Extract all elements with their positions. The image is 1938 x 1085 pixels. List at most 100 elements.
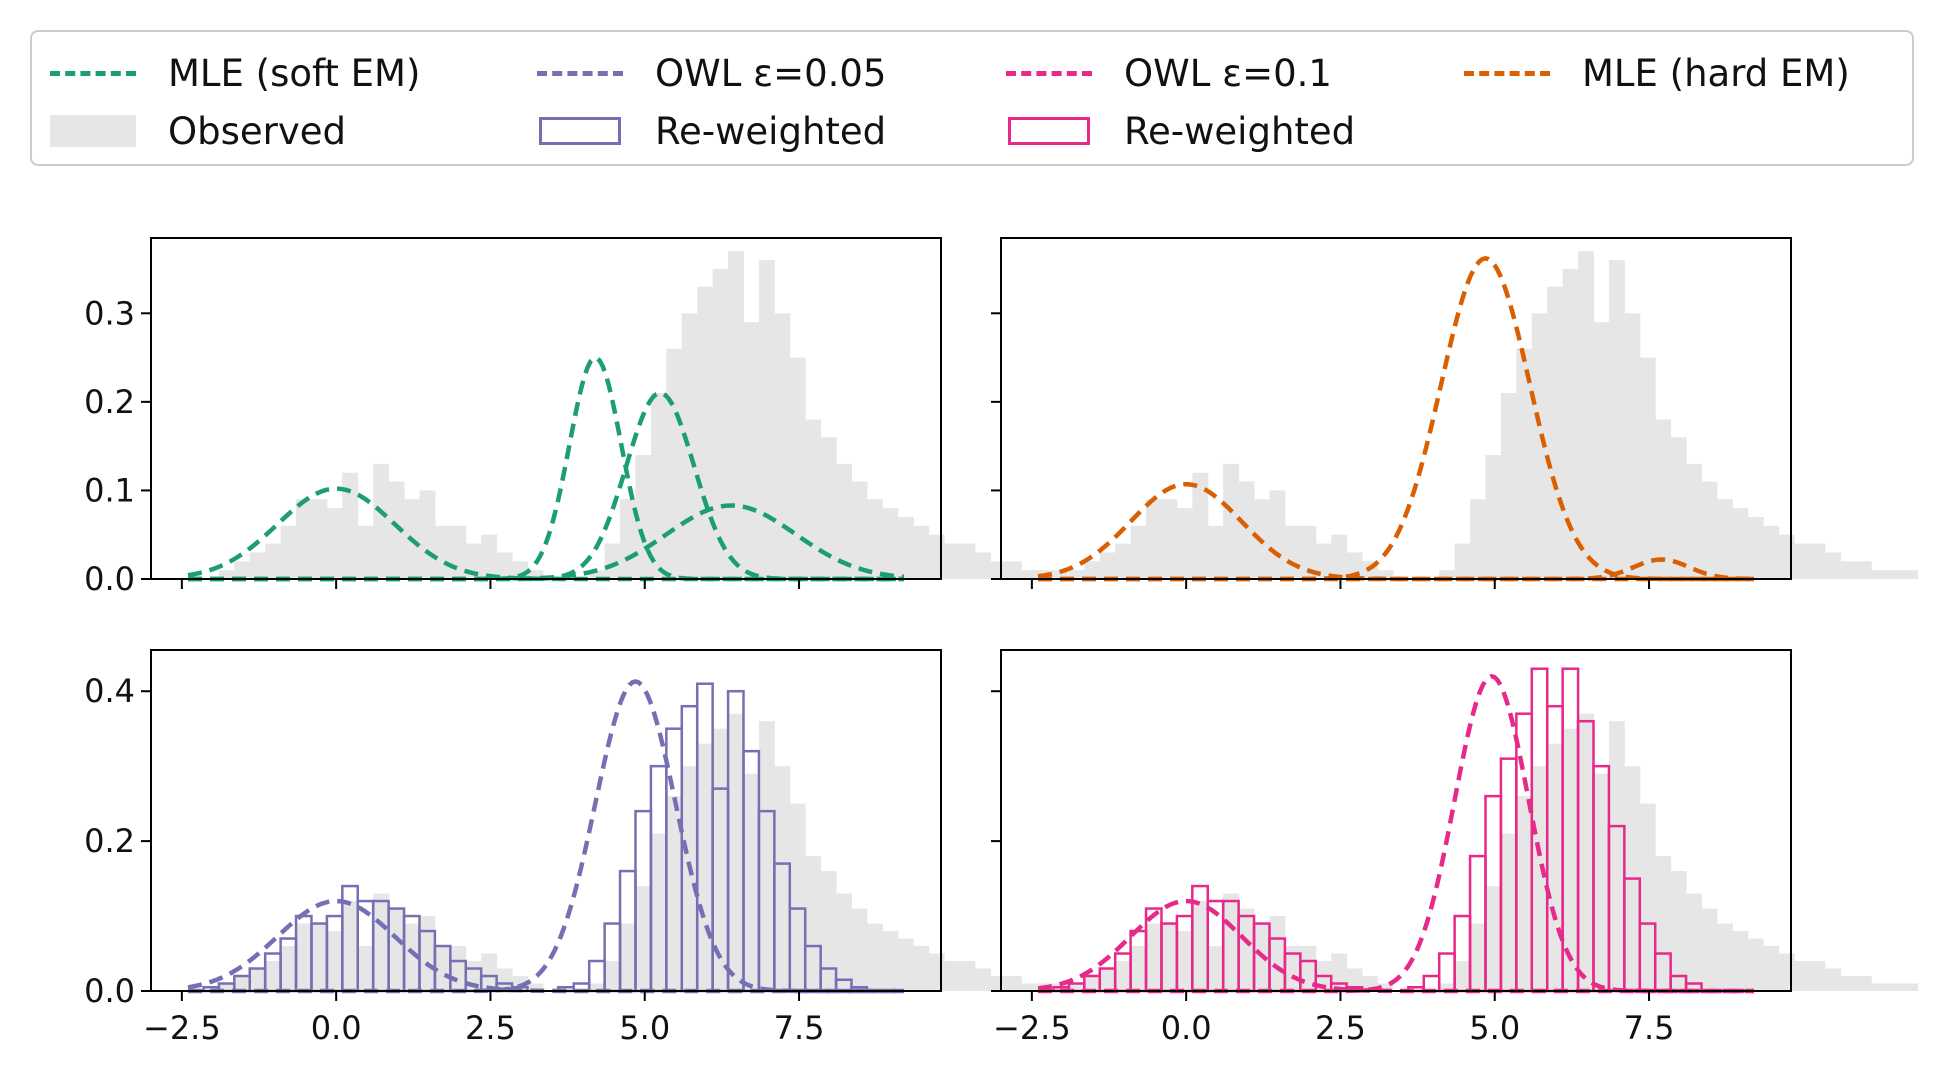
observed-bar xyxy=(1099,552,1116,579)
legend-swatch xyxy=(535,111,625,151)
y-tick-label: 0.4 xyxy=(84,672,135,710)
observed-bar xyxy=(434,525,451,579)
observed-bar xyxy=(1639,803,1656,991)
observed-bar xyxy=(342,901,359,991)
axes-frame xyxy=(150,237,942,580)
x-tick-label: 2.5 xyxy=(1315,1009,1366,1047)
observed-bar xyxy=(974,552,991,579)
observed-bar xyxy=(728,713,744,991)
observed-bar xyxy=(650,833,667,991)
observed-bar xyxy=(450,946,467,991)
x-tick-label: 7.5 xyxy=(774,1009,825,1047)
observed-bar xyxy=(1840,561,1857,579)
observed-bar xyxy=(404,923,420,991)
observed-bar xyxy=(326,508,343,579)
observed-bar xyxy=(1315,543,1332,579)
observed-bar xyxy=(928,534,945,579)
observed-bar xyxy=(1778,534,1795,579)
observed-bar xyxy=(805,856,822,991)
observed-bar xyxy=(620,499,636,579)
y-tick-label: 0.2 xyxy=(84,822,135,860)
observed-bar xyxy=(1115,543,1132,579)
x-tick-label: −2.5 xyxy=(143,1009,221,1047)
observed-bar xyxy=(1269,490,1286,579)
observed-bar xyxy=(1346,968,1363,991)
dash-line-icon xyxy=(1464,71,1550,76)
observed-bar xyxy=(836,893,853,991)
observed-bar xyxy=(527,570,544,579)
observed-bar xyxy=(836,463,853,579)
legend-item-soft-em: MLE (soft EM) xyxy=(48,48,420,98)
observed-bar xyxy=(758,260,775,579)
observed-bar xyxy=(851,481,868,579)
observed-bar xyxy=(1732,931,1749,991)
observed-bar xyxy=(342,472,359,579)
y-tick-label: 0.0 xyxy=(84,972,135,1010)
observed-bar xyxy=(311,499,328,579)
observed-bar xyxy=(265,543,282,579)
observed-bar xyxy=(481,953,498,991)
dash-line-icon xyxy=(50,71,136,76)
observed-bar xyxy=(1068,983,1085,991)
observed-bar xyxy=(1578,713,1594,991)
legend-label: MLE (soft EM) xyxy=(168,51,421,95)
observed-bar xyxy=(1855,561,1872,579)
axes-frame xyxy=(1000,649,1792,992)
observed-bar xyxy=(249,552,266,579)
observed-bar xyxy=(1146,499,1162,579)
x-tick-label: 5.0 xyxy=(619,1009,670,1047)
observed-bar xyxy=(1716,923,1733,991)
observed-bar xyxy=(805,419,822,579)
observed-bar xyxy=(1670,437,1687,579)
observed-bar xyxy=(234,976,251,991)
legend-item-owl-01: OWL ε=0.1 xyxy=(1004,48,1332,98)
observed-bar xyxy=(1377,570,1394,579)
observed-bar xyxy=(1716,499,1733,579)
observed-bar xyxy=(1005,561,1022,579)
observed-bar xyxy=(1747,938,1764,991)
observed-bar xyxy=(1192,901,1209,991)
observed-bar xyxy=(1531,313,1548,579)
y-tick-label: 0.2 xyxy=(84,383,135,421)
observed-bar xyxy=(1871,570,1888,579)
observed-bar xyxy=(1593,773,1610,991)
observed-bar xyxy=(589,983,606,991)
observed-bar xyxy=(1161,499,1178,579)
observed-bar xyxy=(1794,543,1811,579)
observed-bar xyxy=(1562,269,1579,579)
observed-bar xyxy=(1593,322,1610,579)
observed-bar xyxy=(1608,260,1625,579)
observed-bar xyxy=(1223,893,1240,991)
observed-bar xyxy=(1794,961,1811,991)
y-tick-label: 0.0 xyxy=(84,560,135,598)
observed-bar xyxy=(419,490,436,579)
observed-bar xyxy=(1269,916,1286,991)
observed-bar xyxy=(974,968,991,991)
dash-line-icon xyxy=(1006,71,1092,76)
observed-bar xyxy=(296,923,312,991)
observed-bar xyxy=(897,517,914,579)
observed-bar xyxy=(234,561,251,579)
observed-bar xyxy=(666,348,683,579)
observed-bar xyxy=(450,525,467,579)
observed-bar xyxy=(1238,908,1255,991)
outline-patch-icon xyxy=(539,117,621,145)
observed-bar xyxy=(897,938,914,991)
observed-bar xyxy=(774,313,791,579)
observed-bar xyxy=(990,976,1007,991)
observed-bar xyxy=(913,525,930,579)
observed-bar xyxy=(419,916,436,991)
observed-bar xyxy=(280,946,297,991)
legend-label: OWL ε=0.1 xyxy=(1124,51,1332,95)
observed-bar xyxy=(1886,983,1903,991)
observed-bar xyxy=(1763,946,1780,991)
observed-bar xyxy=(1331,953,1348,991)
observed-bar xyxy=(1454,543,1471,579)
observed-bar xyxy=(1655,419,1672,579)
y-tick-label: 0.1 xyxy=(84,471,135,509)
observed-bar xyxy=(1686,893,1703,991)
observed-bar xyxy=(311,923,328,991)
observed-bar xyxy=(1130,946,1147,991)
observed-bar xyxy=(681,313,698,579)
observed-bar xyxy=(1809,961,1826,991)
